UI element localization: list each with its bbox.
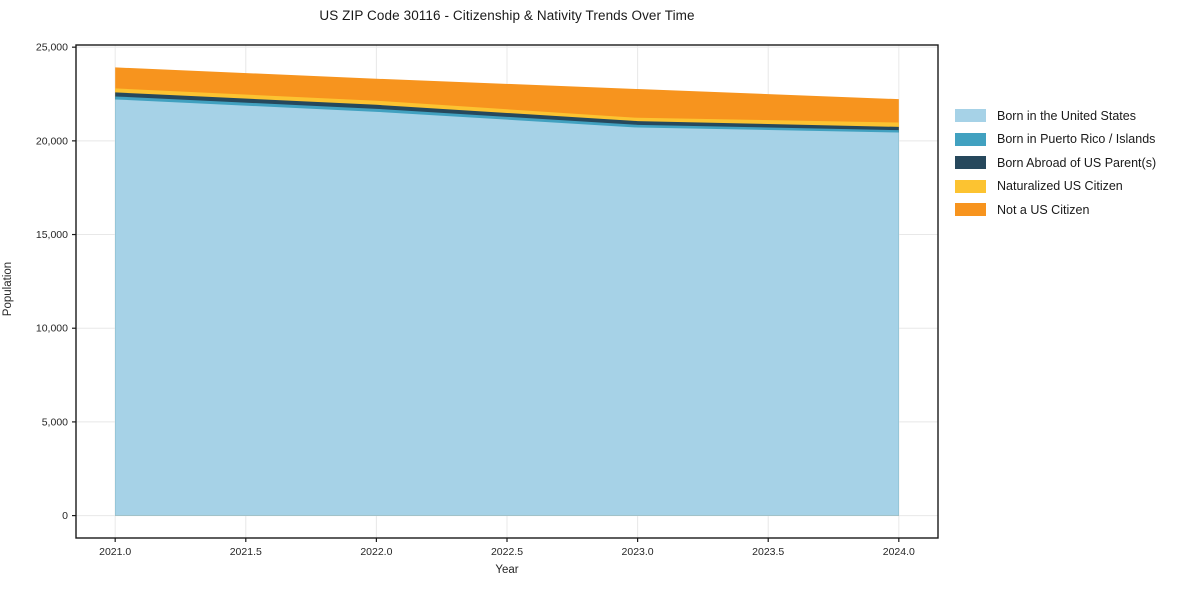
legend-label: Born Abroad of US Parent(s) [997,155,1157,170]
area-series-0 [115,99,899,516]
x-tick-label: 2021.5 [230,546,262,558]
legend-item: Born in Puerto Rico / Islands [955,128,1156,152]
chart-title: US ZIP Code 30116 - Citizenship & Nativi… [319,8,695,23]
legend-swatch-icon [955,156,986,170]
y-axis-label: Population [2,261,14,317]
y-tick-label: 15,000 [36,229,68,241]
y-tick-label: 0 [62,510,68,522]
y-tick-label: 25,000 [36,42,68,54]
legend-item: Born Abroad of US Parent(s) [955,151,1156,175]
x-tick-label: 2023.5 [752,546,784,558]
legend-label: Born in the United States [997,108,1136,123]
x-tick-label: 2021.0 [99,546,131,558]
x-tick-label: 2022.0 [360,546,392,558]
legend-item: Not a US Citizen [955,198,1156,222]
x-tick-label: 2022.5 [491,546,523,558]
legend-label: Naturalized US Citizen [997,179,1123,194]
x-tick-label: 2024.0 [883,546,915,558]
legend-item: Naturalized US Citizen [955,175,1156,199]
legend-label: Born in Puerto Rico / Islands [997,132,1156,147]
legend: Born in the United States Born in Puerto… [955,104,1156,222]
y-tick-label: 5,000 [42,416,68,428]
legend-swatch-icon [955,179,986,193]
legend-swatch-icon [955,109,986,123]
x-axis-label: Year [495,564,519,576]
x-tick-label: 2023.0 [622,546,654,558]
y-tick-label: 10,000 [36,323,68,335]
y-tick-label: 20,000 [36,135,68,147]
legend-swatch-icon [955,132,986,146]
legend-label: Not a US Citizen [997,202,1090,217]
legend-item: Born in the United States [955,104,1156,128]
legend-swatch-icon [955,203,986,217]
